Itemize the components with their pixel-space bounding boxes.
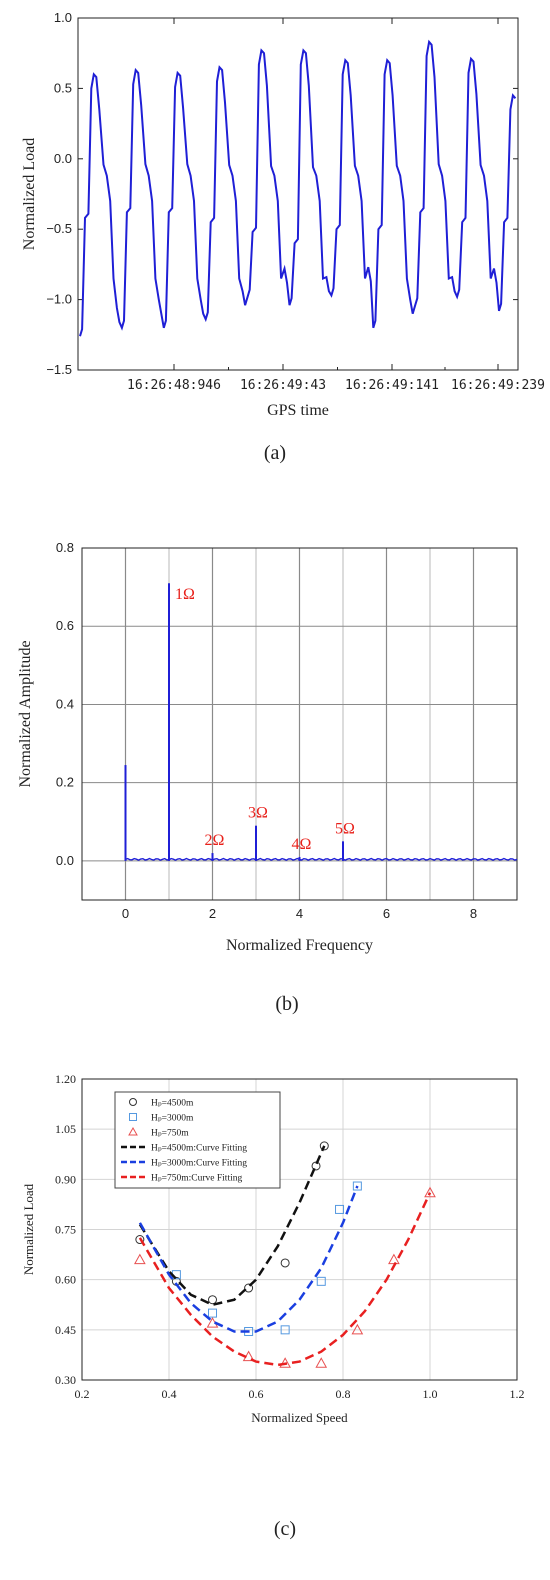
y-axis-label: Normalized Amplitude (17, 640, 34, 787)
spectrum-baseline (125, 857, 518, 861)
legend-label: Hₚ=750m:Curve Fitting (151, 1174, 242, 1184)
y-tick-label: 0.8 (56, 540, 74, 555)
data-point-square (208, 1308, 217, 1318)
x-tick-label: 0 (122, 906, 129, 921)
panel-label: (c) (274, 1518, 296, 1540)
x-axis-label: Normalized Frequency (226, 937, 373, 954)
x-tick-label: 0.6 (249, 1387, 264, 1401)
y-tick-label: 1.05 (55, 1122, 76, 1136)
legend-label: Hₚ=3000m (151, 1114, 194, 1124)
x-axis-label: GPS time (267, 402, 329, 419)
y-axis-label: Normalized Load (21, 138, 38, 250)
peak-annotation: 4Ω (292, 836, 312, 853)
y-tick-label: 0.90 (55, 1172, 76, 1186)
data-point-square (352, 1181, 362, 1191)
y-tick-label: 0.0 (54, 151, 72, 166)
y-tick-label: 1.20 (55, 1072, 76, 1086)
legend-marker-circle (129, 1098, 137, 1106)
x-tick-label: 4 (296, 906, 303, 921)
legend-label: Hₚ=750m (151, 1129, 189, 1139)
x-tick-label: 16:26:49:141 (345, 378, 439, 393)
data-point-triangle (388, 1253, 400, 1265)
y-tick-label: −1.5 (46, 362, 72, 377)
y-tick-label: 1.0 (54, 10, 72, 25)
y-axis-label: Normalized Load (21, 1183, 36, 1275)
y-tick-label: −1.0 (46, 292, 72, 307)
peak-annotation: 2Ω (205, 832, 225, 849)
legend-marker-triangle (128, 1126, 138, 1136)
data-point-square (316, 1276, 326, 1286)
legend-label: Hₚ=4500m:Curve Fitting (151, 1144, 247, 1154)
x-tick-label: 1.2 (510, 1387, 525, 1401)
plot-frame (77, 17, 519, 371)
plot-frame (81, 547, 518, 901)
data-point-circle (319, 1141, 329, 1151)
data-point-square (280, 1325, 290, 1335)
panel-label: (a) (264, 442, 286, 464)
peak-annotation: 5Ω (335, 820, 355, 837)
x-tick-label: 16:26:49:239 (451, 378, 545, 393)
panel-label: (b) (275, 993, 298, 1015)
data-point-triangle (279, 1357, 291, 1368)
x-axis-label: Normalized Speed (251, 1410, 348, 1425)
x-tick-label: 16:26:48:946 (127, 378, 221, 393)
data-point-triangle (315, 1357, 328, 1368)
y-tick-label: 0.75 (55, 1223, 76, 1237)
x-tick-label: 0.8 (336, 1387, 351, 1401)
plot-frame (81, 1078, 518, 1381)
x-tick-label: 8 (470, 906, 477, 921)
legend-label: Hₚ=3000m:Curve Fitting (151, 1159, 247, 1169)
x-tick-label: 0.2 (75, 1387, 90, 1401)
x-tick-label: 1.0 (423, 1387, 438, 1401)
data-point-triangle (351, 1323, 364, 1335)
chart-a: −1.5 −1.0 −0.5 0.0 0.5 1.0 16:26:48:946 16:26:4… (21, 10, 545, 464)
data-point-circle (208, 1295, 217, 1305)
series-normalized-load (79, 39, 517, 337)
data-point-square (335, 1204, 345, 1214)
y-tick-label: 0.5 (54, 80, 72, 95)
y-tick-label: −0.5 (46, 221, 72, 236)
y-tick-label: 0.6 (56, 618, 74, 633)
fit-curve-5 (138, 1192, 432, 1367)
x-tick-label: 16:26:49:43 (240, 378, 326, 393)
legend-label: Hₚ=4500m (151, 1099, 194, 1109)
y-tick-label: 0.60 (55, 1273, 76, 1287)
y-tick-label: 0.0 (56, 853, 74, 868)
legend-box (114, 1091, 281, 1189)
data-point-circle (244, 1283, 254, 1293)
y-tick-label: 0.4 (56, 696, 74, 711)
data-point-circle (280, 1258, 290, 1268)
data-point-triangle (134, 1253, 146, 1265)
y-tick-label: 0.30 (55, 1373, 76, 1387)
y-tick-label: 0.45 (55, 1323, 76, 1337)
peak-annotation: 3Ω (248, 805, 268, 822)
fit-curve-4 (138, 1185, 359, 1333)
legend-marker-square (129, 1113, 137, 1121)
x-tick-label: 6 (383, 906, 390, 921)
x-tick-label: 0.4 (162, 1387, 177, 1401)
peak-annotation: 1Ω (175, 586, 195, 603)
x-tick-label: 2 (209, 906, 216, 921)
fit-curve-3 (138, 1145, 326, 1307)
chart-b: 0.0 0.2 0.4 0.6 0.8 0 2 4 6 8 1Ω 2Ω 3Ω 4Ω 5Ω Normalized… (17, 540, 518, 1015)
data-point-triangle (424, 1186, 436, 1198)
data-point-circle (135, 1235, 145, 1245)
y-tick-label: 0.2 (56, 775, 74, 790)
chart-c: 0.30 0.45 0.60 0.75 0.90 1.05 1.20 0.2 0.4 0.6 0.8… (21, 1072, 525, 1540)
